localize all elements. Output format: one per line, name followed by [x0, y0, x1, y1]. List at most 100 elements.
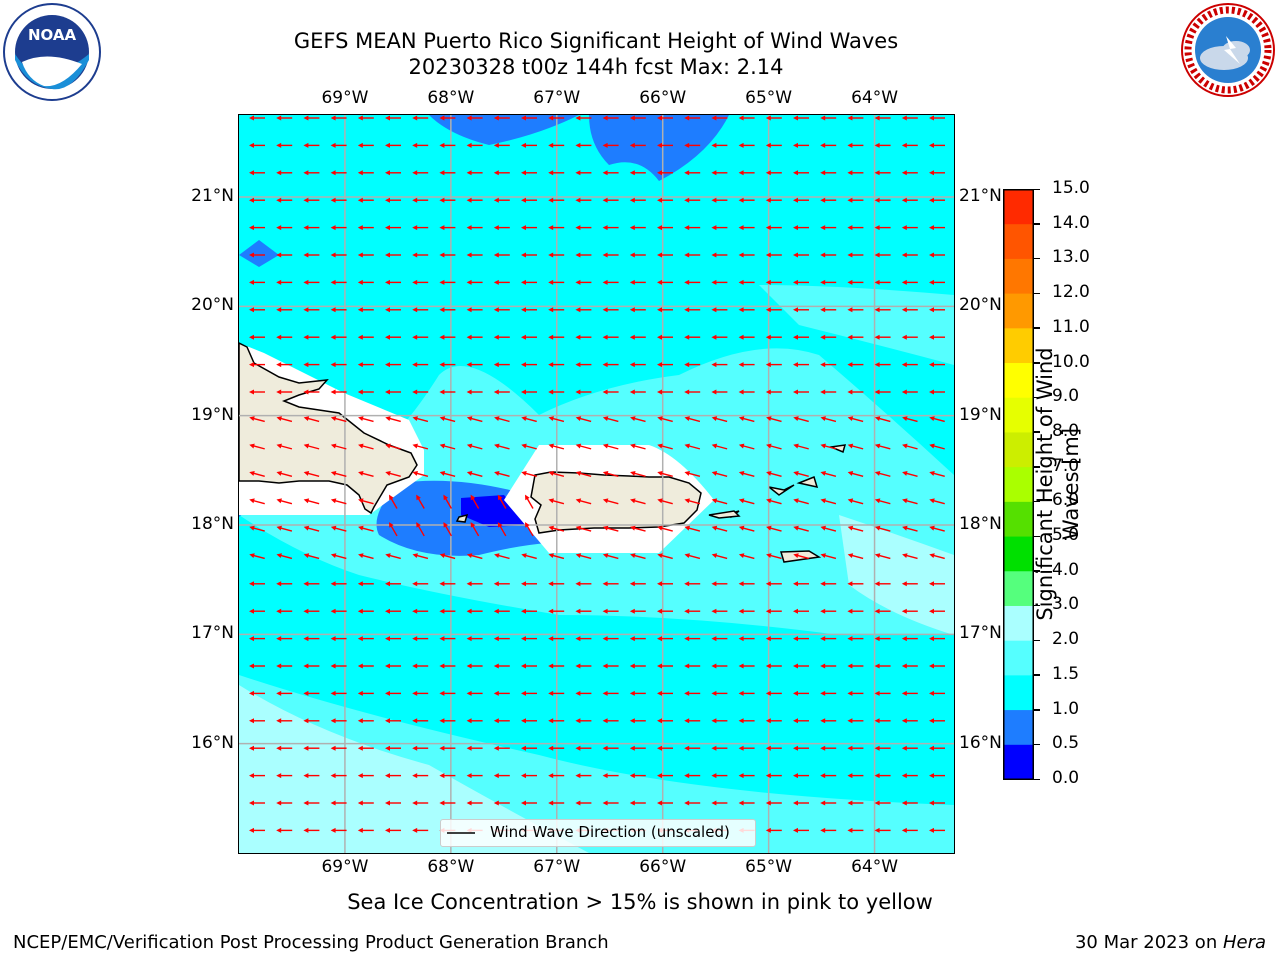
wave-arrow [330, 279, 347, 285]
lon-label-bottom: 65°W [745, 857, 793, 877]
wave-arrow [303, 416, 320, 423]
nws-logo [1176, 0, 1280, 100]
colorbar-tick-label: 7.0 [1052, 455, 1080, 476]
colorbar-swatch [1003, 605, 1033, 641]
wave-arrow [820, 443, 837, 450]
wave-arrow [874, 525, 891, 532]
wave-arrow [249, 443, 265, 450]
footer-date-text: 30 Mar 2023 on [1074, 932, 1223, 953]
wave-arrow [847, 197, 864, 203]
wave-arrow [249, 389, 265, 395]
wave-arrow [820, 773, 837, 779]
wave-arrow [494, 553, 510, 560]
colorbar-swatch [1003, 709, 1033, 745]
wave-arrow [249, 525, 265, 532]
colorbar-tick-mark [1033, 466, 1040, 468]
wave-arrow [684, 525, 701, 532]
wave-arrow [521, 197, 537, 203]
wave-arrow [820, 663, 837, 669]
wave-arrow [684, 745, 701, 751]
wave-arrow [357, 745, 374, 751]
wave-arrow [929, 773, 945, 779]
wave-arrow [521, 279, 537, 285]
lon-label-top: 68°W [427, 88, 475, 108]
wave-arrow [249, 252, 265, 258]
wave-arrow [330, 525, 347, 532]
wave-arrow [357, 362, 374, 368]
wave-arrow [929, 690, 945, 696]
wave-arrow [684, 252, 701, 258]
wave-arrow [765, 170, 782, 176]
wave-arrow [874, 389, 891, 395]
wave-arrow [412, 773, 429, 779]
wave-arrow [793, 745, 809, 751]
wave-arrow [820, 608, 837, 614]
wave-arrow [276, 581, 293, 587]
wave-arrow [793, 416, 809, 423]
wave-arrow [330, 827, 347, 833]
wave-arrow [629, 581, 646, 587]
wave-arrow [847, 471, 864, 477]
wave-arrow [412, 553, 429, 560]
lon-label-bottom: 68°W [427, 857, 475, 877]
wave-arrow [249, 115, 265, 121]
wave-arrow [439, 800, 456, 806]
wave-arrow [738, 690, 755, 696]
wave-arrow [412, 170, 429, 176]
wave-arrow [793, 307, 809, 313]
wave-arrow [575, 362, 592, 368]
wave-arrow [901, 800, 918, 806]
wave-arrow [902, 553, 918, 560]
wave-arrow [357, 142, 374, 148]
wave-arrow [385, 279, 401, 285]
colorbar-tick-mark [1033, 362, 1040, 364]
wave-arrow [629, 718, 646, 724]
wave-arrow [765, 608, 782, 614]
wave-arrow [493, 636, 510, 642]
wave-arrow [548, 471, 565, 477]
wave-arrow [276, 142, 293, 148]
wave-arrow [820, 142, 837, 148]
wave-arrow [466, 581, 483, 587]
wave-arrow [929, 334, 945, 340]
wave-arrow [330, 115, 347, 121]
lat-label-left: 16°N [191, 732, 234, 753]
wave-arrow [711, 279, 728, 285]
colorbar-tick-label: 6.0 [1052, 490, 1080, 511]
colorbar-swatch [1003, 327, 1033, 364]
wave-arrow [357, 252, 374, 258]
wave-arrow [466, 115, 483, 121]
wave-arrow [466, 800, 483, 806]
wave-arrow [657, 416, 673, 423]
wave-arrow [493, 690, 510, 696]
wave-arrow [385, 581, 401, 587]
lon-label-bottom: 69°W [321, 857, 369, 877]
wave-arrow [330, 389, 347, 395]
wave-arrow [820, 525, 837, 532]
wave-arrow [847, 170, 864, 176]
wave-arrow [439, 197, 456, 203]
wave-arrow [494, 416, 510, 423]
wave-arrow [820, 827, 837, 833]
wave-arrow [330, 334, 347, 340]
wave-arrow [657, 608, 673, 614]
wave-arrow [929, 307, 945, 313]
wave-arrow [657, 525, 673, 532]
wave-arrow [847, 773, 864, 779]
wave-arrow [765, 800, 782, 806]
wave-arrow [525, 522, 534, 537]
wave-arrow [766, 553, 782, 560]
wave-arrow [575, 608, 592, 614]
wave-arrow [765, 663, 782, 669]
wave-arrow [493, 608, 510, 614]
wave-arrow [466, 170, 483, 176]
wave-arrow [439, 225, 456, 231]
wave-arrow [684, 498, 701, 505]
wave-arrow [575, 525, 592, 532]
wave-arrow [793, 115, 809, 121]
colorbar-swatch [1003, 223, 1033, 259]
wave-arrow [249, 773, 265, 779]
wave-arrow [249, 334, 265, 340]
wave-arrow [793, 170, 809, 176]
wave-arrow [439, 252, 456, 258]
